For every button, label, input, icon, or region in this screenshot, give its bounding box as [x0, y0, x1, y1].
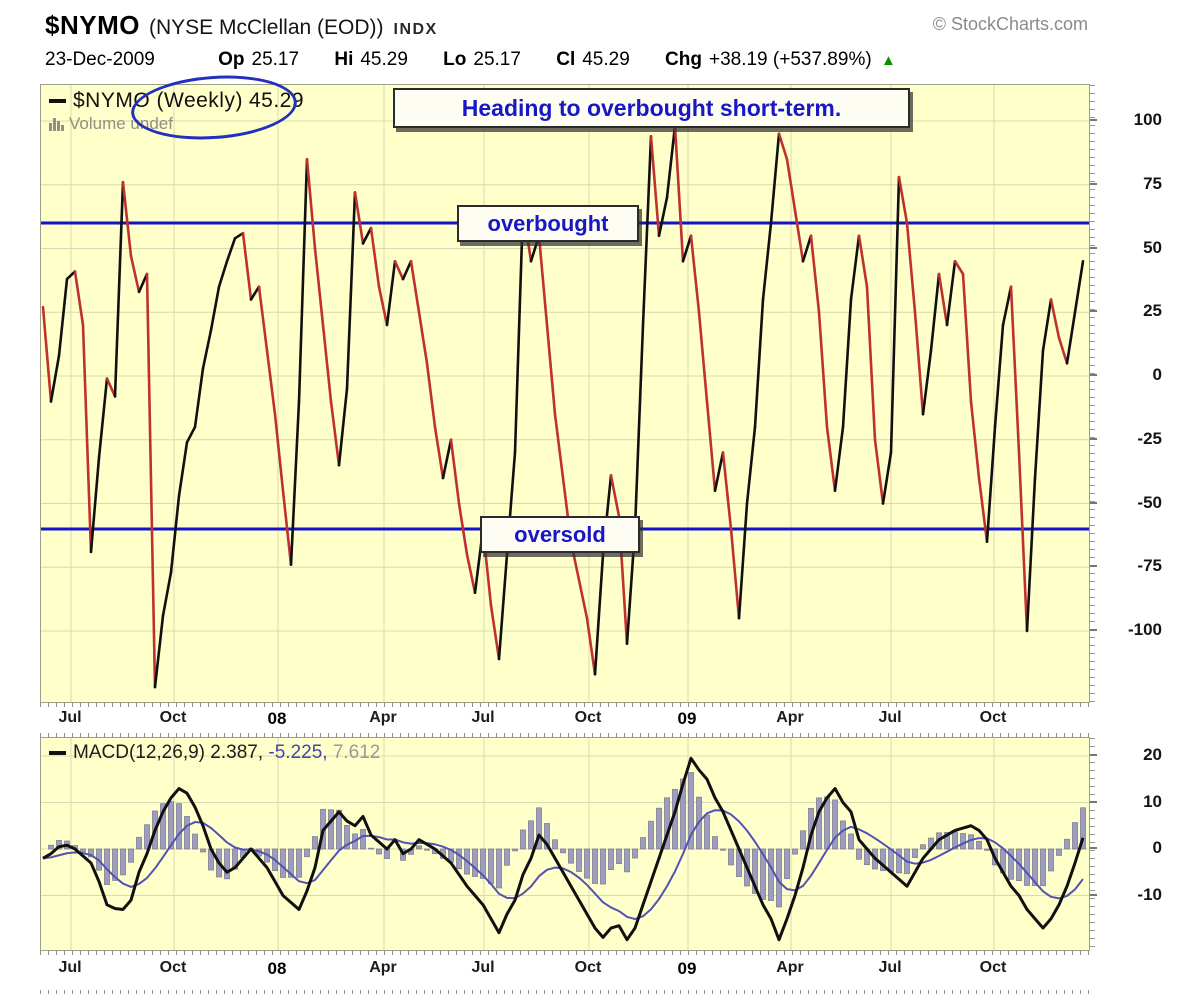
macd-y-axis-label: 20 [1143, 745, 1162, 764]
minor-ticks [40, 703, 1090, 707]
macd-chart-plot [41, 738, 1089, 950]
main-y-axis-tick [1090, 246, 1097, 249]
symbol-name: (NYSE McClellan (EOD)) [148, 16, 384, 39]
x-axis-label: Apr [369, 709, 397, 726]
x-axis-label: Apr [776, 709, 804, 726]
low-value: 25.17 [473, 49, 521, 70]
macd-legend-label: MACD(12,26,9) [73, 742, 205, 763]
macd-y-axis-label: 0 [1152, 838, 1162, 857]
main-y-axis-tick [1090, 629, 1097, 631]
high-value: 45.29 [360, 49, 408, 70]
macd-y-axis-tick [1090, 893, 1097, 896]
main-y-axis-label: -75 [1137, 556, 1162, 576]
x-axis-label: Jul [471, 709, 495, 726]
x-axis-label: Jul [471, 959, 495, 976]
legend-line-swatch [49, 750, 66, 755]
header: $NYMO (NYSE McClellan (EOD)) INDX © StockC… [0, 0, 1200, 84]
main-y-axis-label: 0 [1152, 365, 1162, 384]
minor-ticks [1090, 85, 1095, 702]
macd-histogram-value: 7.612 [332, 742, 381, 763]
x-axis-label: 08 [267, 959, 287, 978]
x-axis-label: Oct [574, 709, 602, 726]
main-legend-label: $NYMO (Weekly) [73, 89, 243, 112]
main-chart-plot [41, 85, 1089, 702]
main-y-axis-tick [1090, 119, 1097, 121]
x-axis-label: Oct [159, 959, 187, 976]
main-y-axis-label: -100 [1127, 620, 1162, 639]
x-axis-label: 08 [267, 709, 287, 728]
minor-ticks [40, 733, 1090, 737]
x-axis-label: Apr [776, 959, 804, 976]
main-y-axis-tick [1090, 437, 1097, 440]
low-label: Lo [443, 49, 467, 70]
change-label: Chg [665, 49, 702, 70]
macd-y-axis-label: 10 [1143, 791, 1162, 811]
title-line: $NYMO (NYSE McClellan (EOD)) INDX [45, 10, 438, 41]
macd-signal-value: -5.225, [268, 742, 328, 763]
main-y-axis-label: 75 [1143, 173, 1162, 193]
x-axis-strip-main [40, 703, 1090, 737]
x-axis-label: 09 [677, 959, 697, 978]
main-y-axis-tick [1090, 501, 1097, 504]
high-label: Hi [334, 49, 354, 70]
main-y-axis-tick [1090, 374, 1097, 376]
up-arrow-icon: ▲ [880, 52, 896, 69]
legend-line-swatch [49, 99, 66, 104]
x-axis-label: 09 [677, 709, 697, 728]
x-axis-strip-macd [40, 951, 1090, 997]
main-y-axis-tick [1090, 565, 1097, 568]
minor-ticks [40, 990, 1090, 994]
main-chart-legend: $NYMO (Weekly) 45.29 [49, 89, 304, 113]
annotation-heading-box: Heading to overbought short-term. [393, 88, 910, 128]
main-y-axis-label: -25 [1137, 428, 1162, 448]
volume-label: Volume undef [69, 114, 173, 133]
macd-value: 2.387, [210, 742, 264, 763]
change-value: +38.19 (+537.89%) [708, 49, 872, 70]
close-value: 45.29 [582, 49, 630, 70]
open-value: 25.17 [251, 49, 300, 70]
x-axis-label: Apr [369, 959, 397, 976]
x-axis-label: Oct [574, 959, 602, 976]
main-y-axis-tick [1090, 182, 1097, 185]
macd-y-axis-tick [1090, 754, 1097, 756]
copyright[interactable]: © StockCharts.com [932, 14, 1088, 34]
main-y-axis-label: 25 [1143, 301, 1162, 321]
main-y-axis-tick [1090, 310, 1097, 313]
x-axis-label: Jul [58, 709, 82, 726]
x-axis-label: Oct [979, 709, 1007, 726]
close-label: Cl [556, 49, 576, 70]
x-axis-label: Jul [878, 959, 902, 976]
x-axis-label: Jul [58, 959, 82, 976]
open-label: Op [218, 49, 245, 70]
minor-ticks [40, 951, 1090, 955]
macd-chart: MACD(12,26,9) 2.387, -5.225, 7.612 [40, 737, 1090, 951]
x-axis-label: Jul [878, 709, 902, 726]
x-axis-label: Oct [979, 959, 1007, 976]
main-chart: $NYMO (Weekly) 45.29 Volume undef [40, 84, 1090, 703]
main-y-axis-label: -50 [1137, 492, 1162, 512]
annotation-oversold-box: oversold [480, 516, 640, 553]
macd-y-axis-tick [1090, 847, 1097, 849]
main-y-axis-label: 100 [1133, 110, 1162, 129]
quote-line: 23-Dec-2009 Op 25.17 Hi 45.29 Lo 25.17 Cl 45… [45, 49, 896, 71]
annotation-overbought-box: overbought [457, 205, 639, 242]
quote-date: 23-Dec-2009 [45, 49, 155, 70]
volume-row: Volume undef [49, 114, 173, 134]
symbol: $NYMO [45, 10, 140, 40]
macd-y-axis-tick [1090, 800, 1097, 803]
macd-legend: MACD(12,26,9) 2.387, -5.225, 7.612 [49, 742, 380, 764]
macd-y-axis-label: -10 [1137, 884, 1162, 904]
minor-ticks [1090, 738, 1095, 950]
main-y-axis-label: 50 [1143, 237, 1162, 257]
main-legend-value: 45.29 [248, 89, 305, 112]
exchange-label: INDX [393, 21, 438, 38]
x-axis-label: Oct [159, 709, 187, 726]
volume-bars-icon [49, 118, 64, 131]
